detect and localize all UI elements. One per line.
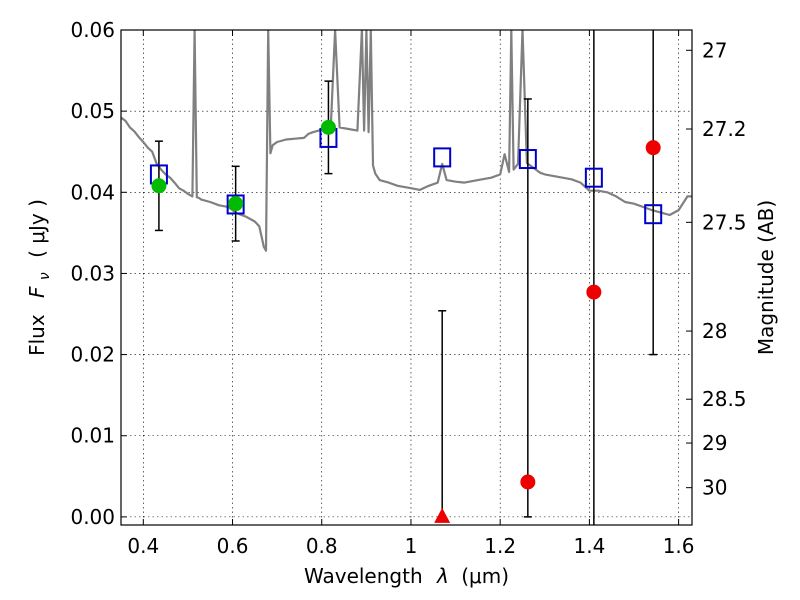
plot-frame [121, 30, 692, 525]
y2-tick-label: 30 [702, 476, 727, 500]
grid-lines [121, 30, 692, 525]
y-axis-title-unit: ( μJy ) [25, 199, 49, 258]
y2-tick-label: 27.2 [702, 117, 747, 141]
detected-point [151, 178, 166, 193]
plot-area [121, 30, 692, 525]
y-tick-label: 0.02 [70, 343, 115, 367]
upper-limit-marker [434, 508, 450, 523]
y-tick-label: 0.00 [70, 505, 115, 529]
detected-point [321, 120, 336, 135]
x-tick-label: 1.2 [484, 534, 516, 558]
y2-axis-title: Magnitude (AB) [754, 200, 778, 355]
y-axis-title-text: Flux [25, 314, 49, 356]
x-tick-label: 0.6 [217, 534, 249, 558]
x-tick-label: 1.4 [573, 534, 605, 558]
y2-tick-label: 28.5 [702, 387, 747, 411]
undetected-point [646, 140, 661, 155]
y2-tick-label: 27.5 [702, 210, 747, 234]
axis-ticks: 0.4 0.6 0.8 1 1.2 1.4 1.6 0.00 0.01 0.02 0.03 0.04 0… [70, 18, 746, 558]
x-axis-title-text: Wavelength [304, 564, 423, 588]
undetected-point [520, 474, 535, 489]
detected-point [228, 196, 243, 211]
x-tick-label: 1 [405, 534, 418, 558]
sed-chart: 0.4 0.6 0.8 1 1.2 1.4 1.6 0.00 0.01 0.02 0.03 0.04 0… [0, 0, 800, 600]
x-axis-title-symbol: λ [436, 564, 449, 588]
undetected-point [586, 285, 601, 300]
x-tick-label: 0.8 [306, 534, 338, 558]
x-axis-title: Wavelength λ (μm) [304, 564, 509, 588]
y-tick-label: 0.06 [70, 18, 115, 42]
y-tick-label: 0.01 [70, 424, 115, 448]
x-tick-label: 0.4 [127, 534, 159, 558]
y2-tick-label: 29 [702, 431, 727, 455]
y2-tick-label: 27 [702, 38, 727, 62]
y-tick-label: 0.03 [70, 261, 115, 285]
y-tick-label: 0.05 [70, 99, 115, 123]
y-tick-label: 0.04 [70, 180, 115, 204]
y-axis-title-symbol: F [25, 286, 49, 298]
y2-tick-label: 28 [702, 319, 727, 343]
y-axis-title: Flux F ν ( μJy ) [25, 199, 54, 356]
y-axis-title-subscript: ν [37, 272, 53, 280]
x-axis-title-unit: (μm) [461, 564, 509, 588]
template-spectrum-line [121, 30, 692, 251]
x-tick-label: 1.6 [663, 534, 695, 558]
